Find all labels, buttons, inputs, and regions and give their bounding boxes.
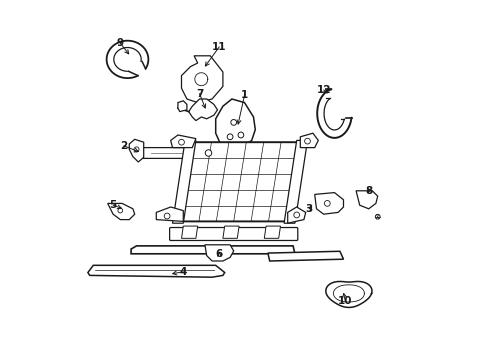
Polygon shape	[88, 265, 224, 277]
Ellipse shape	[238, 132, 244, 138]
Polygon shape	[314, 193, 343, 214]
Polygon shape	[317, 89, 351, 138]
Polygon shape	[223, 226, 239, 238]
Polygon shape	[264, 226, 280, 238]
Polygon shape	[181, 142, 298, 221]
Text: 1: 1	[241, 90, 247, 100]
Text: 4: 4	[179, 267, 186, 277]
Text: 7: 7	[195, 89, 203, 99]
Polygon shape	[181, 226, 197, 238]
Text: 8: 8	[365, 186, 371, 196]
Ellipse shape	[178, 139, 184, 145]
Text: 6: 6	[215, 249, 223, 259]
Polygon shape	[355, 191, 377, 209]
Polygon shape	[287, 207, 305, 223]
Text: 3: 3	[305, 204, 312, 214]
Ellipse shape	[230, 120, 236, 125]
Polygon shape	[181, 56, 223, 103]
Polygon shape	[284, 140, 307, 223]
Polygon shape	[156, 207, 183, 221]
Text: 11: 11	[212, 42, 226, 52]
Polygon shape	[215, 99, 255, 149]
Polygon shape	[267, 251, 343, 261]
Text: 5: 5	[109, 200, 117, 210]
Text: 12: 12	[316, 85, 330, 95]
Ellipse shape	[304, 138, 310, 144]
Polygon shape	[178, 101, 186, 112]
FancyBboxPatch shape	[142, 148, 209, 158]
FancyBboxPatch shape	[169, 228, 297, 240]
Text: 9: 9	[117, 38, 123, 48]
Polygon shape	[300, 133, 318, 148]
Polygon shape	[131, 246, 294, 254]
Ellipse shape	[375, 214, 379, 219]
Ellipse shape	[227, 134, 232, 140]
Polygon shape	[170, 135, 196, 148]
Text: 2: 2	[120, 141, 127, 151]
Ellipse shape	[164, 213, 170, 219]
Text: 10: 10	[337, 296, 352, 306]
Ellipse shape	[293, 212, 299, 218]
Ellipse shape	[118, 208, 122, 213]
Polygon shape	[106, 41, 148, 78]
Ellipse shape	[134, 147, 139, 152]
Polygon shape	[188, 99, 217, 121]
Ellipse shape	[205, 150, 211, 156]
Polygon shape	[204, 245, 233, 261]
Polygon shape	[107, 203, 134, 220]
Polygon shape	[325, 282, 371, 307]
Polygon shape	[172, 140, 196, 223]
Ellipse shape	[324, 201, 329, 206]
Polygon shape	[129, 139, 143, 162]
